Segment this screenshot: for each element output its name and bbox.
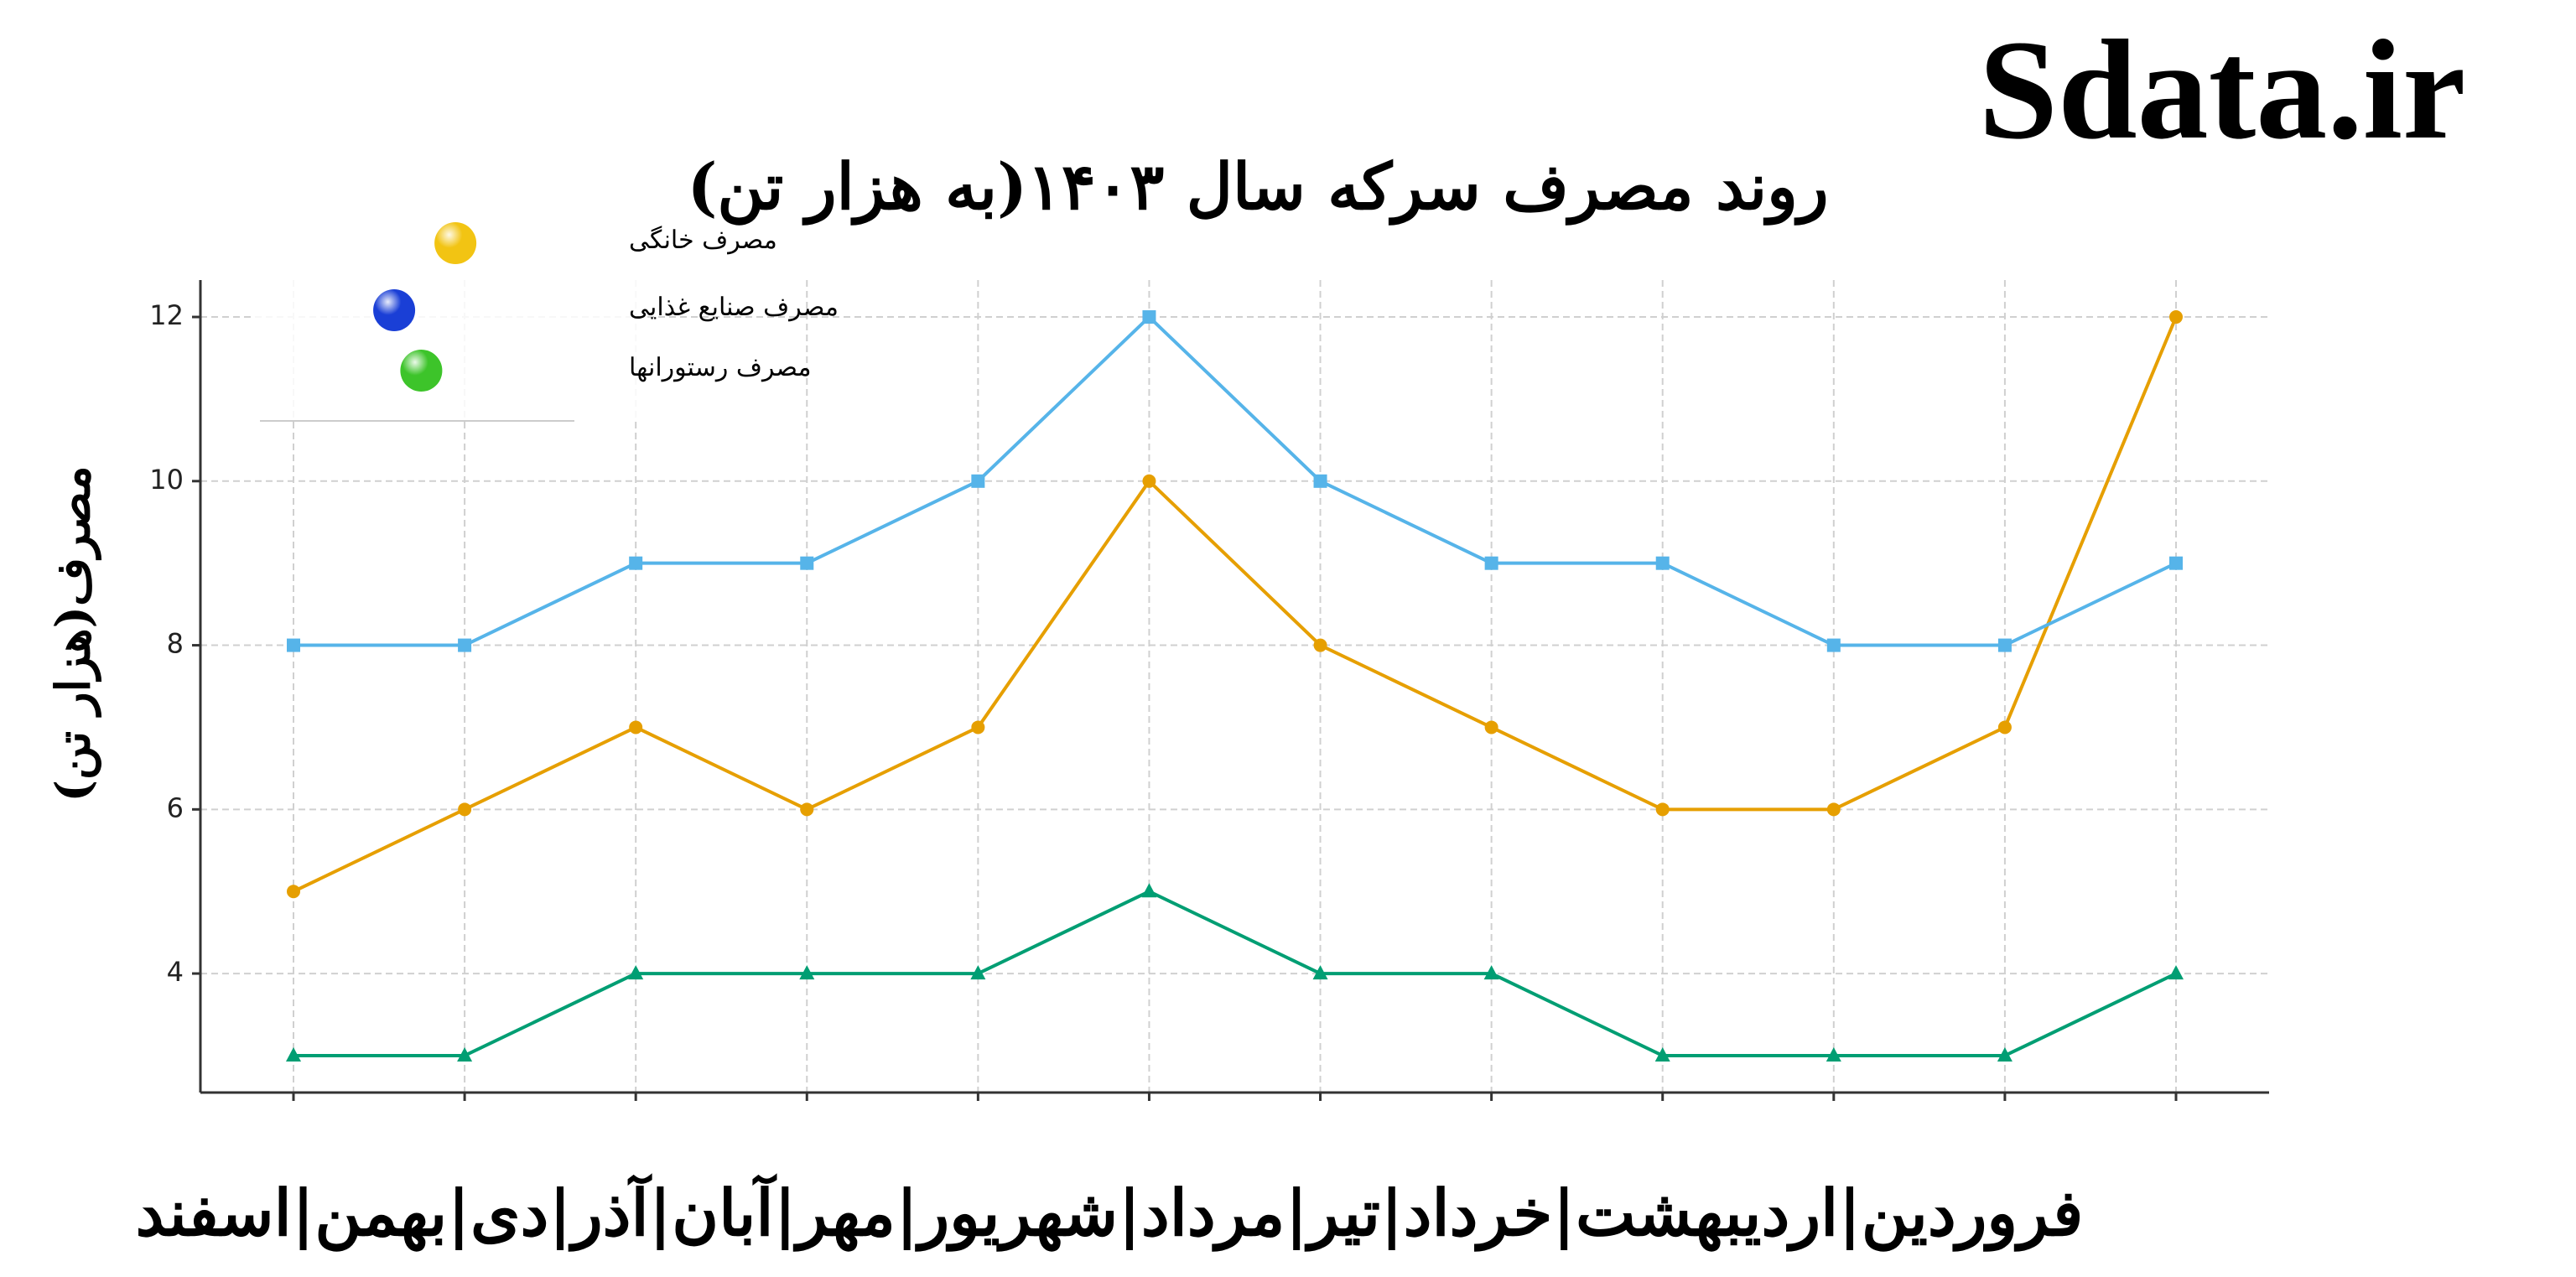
point <box>458 638 472 652</box>
point <box>1141 883 1157 898</box>
point <box>629 720 643 735</box>
point <box>2169 556 2183 570</box>
legend: مصرف خانگی مصرف صنایع غذایی مصرف رستورانها <box>252 210 839 422</box>
point <box>1826 638 1841 652</box>
y-tick-label: 6 <box>167 792 184 823</box>
point <box>1826 1046 1841 1062</box>
series-line <box>293 316 2178 894</box>
point <box>2168 965 2184 980</box>
point <box>800 556 814 570</box>
point <box>286 1046 301 1062</box>
point <box>1997 1046 2012 1062</box>
point <box>800 802 814 817</box>
point <box>1483 965 1499 980</box>
point <box>799 965 815 980</box>
chart-title: روند مصرف سرکه سال ۱۴۰۳(به هزار تن) <box>687 149 1828 226</box>
y-axis-label: مصرف(هزار تن) <box>46 465 102 802</box>
x-annotation: فروردین|اردیبهشت|خرداد|تیر|مرداد|شهریور|… <box>136 1172 2084 1252</box>
legend-marker-shine <box>373 289 416 331</box>
point <box>287 638 300 652</box>
point <box>1826 802 1841 817</box>
point <box>1312 965 1328 980</box>
series-line <box>293 315 2177 647</box>
point <box>628 965 644 980</box>
series-line <box>293 890 2177 1057</box>
legend-label: مصرف صنایع غذایی <box>629 293 839 322</box>
point <box>1313 638 1327 652</box>
point <box>1142 474 1156 488</box>
watermark: Sdata.ir <box>1979 11 2466 169</box>
legend-marker-shine <box>400 350 443 392</box>
point <box>1654 1046 1670 1062</box>
point <box>1313 474 1327 488</box>
y-tick-label: 10 <box>149 464 184 496</box>
point <box>457 1046 473 1062</box>
y-tick-label: 12 <box>149 299 184 331</box>
point <box>970 965 986 980</box>
legend-marker-shine <box>434 222 477 264</box>
point <box>1997 720 2012 735</box>
point <box>1655 802 1670 817</box>
point <box>1655 556 1670 570</box>
point <box>1484 720 1498 735</box>
y-tick-label: 8 <box>167 628 184 660</box>
legend-label: مصرف خانگی <box>629 226 777 255</box>
point <box>1142 310 1156 324</box>
legend-label: مصرف رستورانها <box>629 353 812 382</box>
point <box>2169 310 2183 324</box>
y-tick-label: 4 <box>167 956 184 988</box>
point <box>971 720 985 735</box>
point <box>1997 638 2012 652</box>
watermark-backdrop <box>1920 17 2558 193</box>
point <box>458 802 472 817</box>
point <box>1484 556 1498 570</box>
point <box>971 474 985 488</box>
point <box>629 556 643 570</box>
point <box>287 885 300 899</box>
